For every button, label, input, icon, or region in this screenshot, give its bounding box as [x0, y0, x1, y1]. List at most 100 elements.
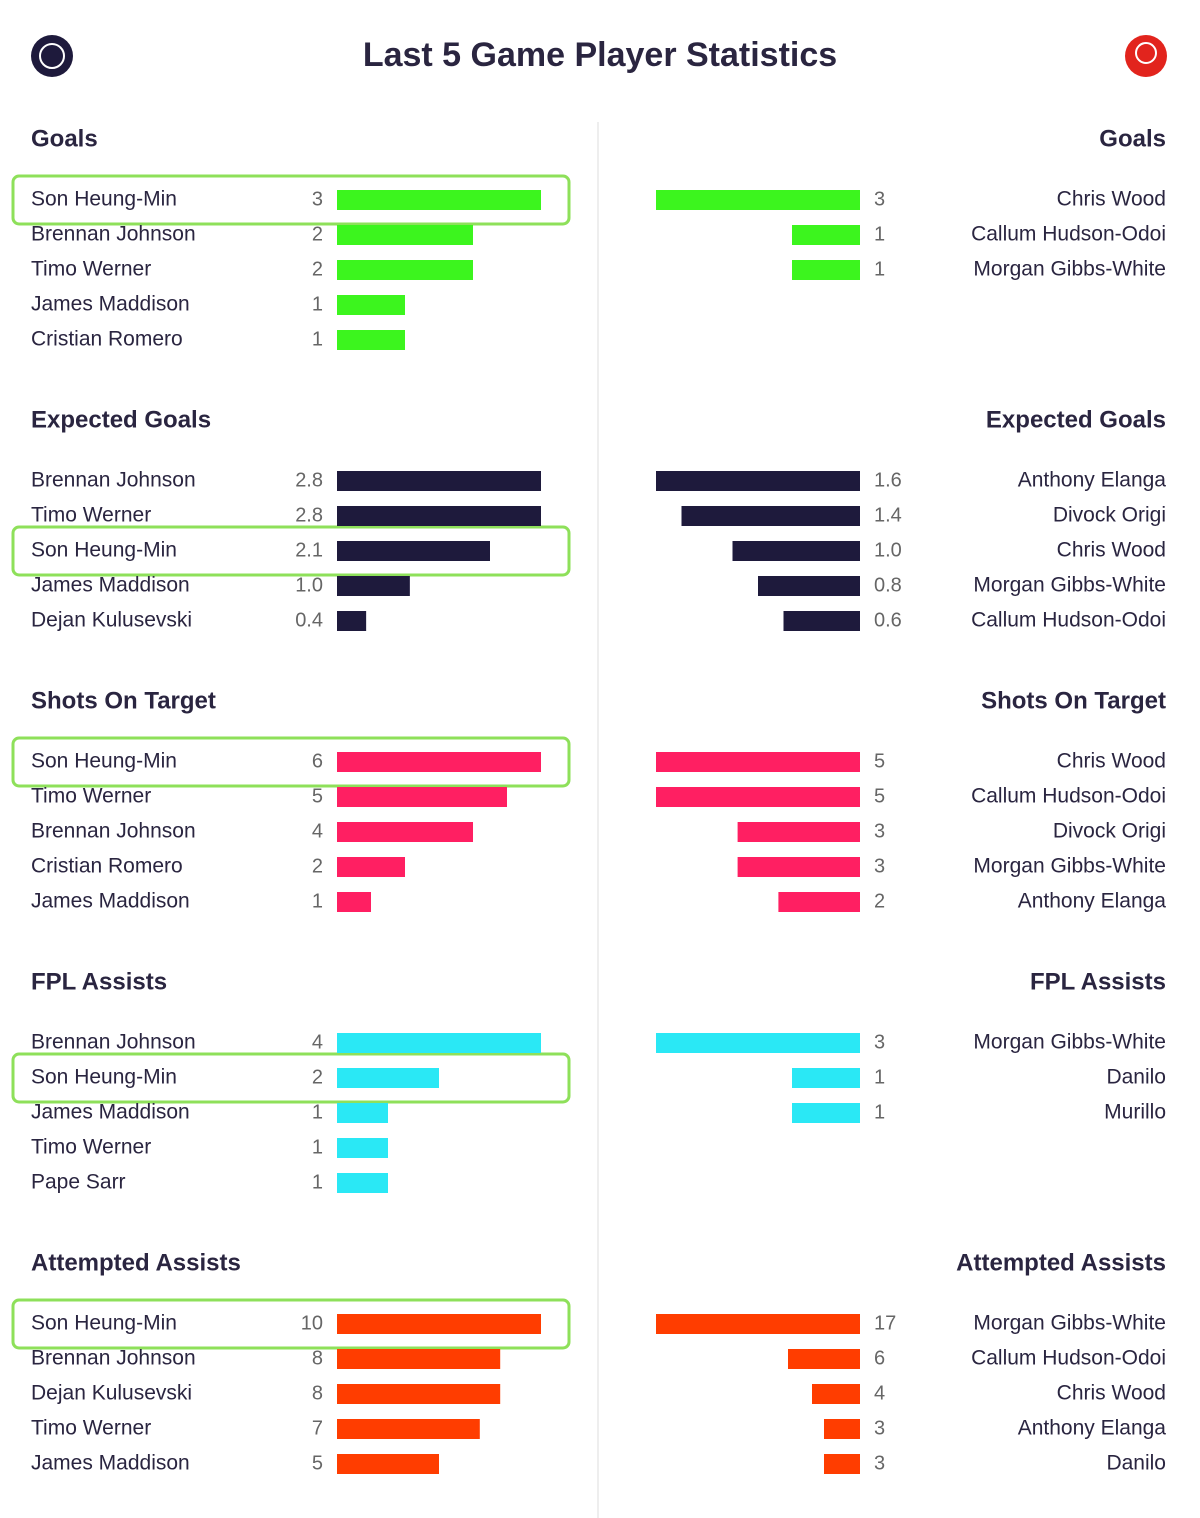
bar — [337, 295, 405, 315]
player-name: Morgan Gibbs-White — [973, 1031, 1166, 1054]
player-name: Chris Wood — [1057, 1382, 1166, 1405]
section-title: Shots On Target — [981, 687, 1166, 714]
player-name: Pape Sarr — [31, 1171, 126, 1194]
player-name: Chris Wood — [1057, 188, 1166, 211]
player-name: Timo Werner — [31, 258, 151, 281]
value-label: 17 — [874, 1312, 896, 1334]
player-name: Son Heung-Min — [31, 1066, 177, 1089]
player-name: Callum Hudson-Odoi — [971, 609, 1166, 632]
value-label: 2 — [312, 1066, 323, 1088]
value-label: 1 — [312, 890, 323, 912]
bar — [732, 541, 860, 561]
bar — [656, 190, 860, 210]
bar — [778, 892, 860, 912]
bar — [737, 822, 860, 842]
bar — [337, 1314, 541, 1334]
bar — [337, 857, 405, 877]
value-label: 2.8 — [295, 469, 323, 491]
value-label: 8 — [312, 1382, 323, 1404]
bar — [812, 1384, 860, 1404]
value-label: 2.8 — [295, 504, 323, 526]
bar — [792, 225, 860, 245]
player-name: Cristian Romero — [31, 855, 183, 878]
team-logo — [1125, 35, 1167, 77]
team-logo — [31, 35, 73, 77]
bar — [337, 1138, 388, 1158]
player-name: Danilo — [1106, 1452, 1166, 1475]
bar — [681, 506, 860, 526]
section-title: Shots On Target — [31, 687, 216, 714]
value-label: 3 — [312, 188, 323, 210]
player-name: Son Heung-Min — [31, 539, 177, 562]
value-label: 5 — [312, 1452, 323, 1474]
bar — [788, 1349, 860, 1369]
bar — [656, 1314, 860, 1334]
value-label: 1.6 — [874, 469, 902, 491]
player-name: James Maddison — [31, 293, 190, 316]
bar — [337, 1103, 388, 1123]
value-label: 6 — [874, 1347, 885, 1369]
player-name: Timo Werner — [31, 1417, 151, 1440]
section-title: Attempted Assists — [31, 1249, 241, 1276]
highlight-box — [11, 736, 571, 788]
bar — [337, 1173, 388, 1193]
section-title: Attempted Assists — [956, 1249, 1166, 1276]
player-name: Cristian Romero — [31, 328, 183, 351]
bar — [337, 1454, 439, 1474]
bar — [337, 506, 541, 526]
player-name: Son Heung-Min — [31, 188, 177, 211]
value-label: 3 — [874, 1031, 885, 1053]
section-title: FPL Assists — [31, 968, 167, 995]
value-label: 5 — [874, 750, 885, 772]
player-name: Anthony Elanga — [1018, 890, 1167, 913]
value-label: 1 — [312, 293, 323, 315]
bar — [737, 857, 860, 877]
bar — [824, 1454, 860, 1474]
value-label: 4 — [312, 820, 323, 842]
page-title: Last 5 Game Player Statistics — [363, 36, 837, 74]
value-label: 8 — [312, 1347, 323, 1369]
bar — [337, 1033, 541, 1053]
bar — [337, 225, 473, 245]
bar — [656, 787, 860, 807]
player-name: Morgan Gibbs-White — [973, 855, 1166, 878]
value-label: 1.4 — [874, 504, 902, 526]
bar — [656, 1033, 860, 1053]
bar — [337, 541, 490, 561]
player-name: Divock Origi — [1053, 820, 1166, 843]
section-title: FPL Assists — [1030, 968, 1166, 995]
bar — [792, 1103, 860, 1123]
value-label: 6 — [312, 750, 323, 772]
bar — [758, 576, 860, 596]
player-name: Timo Werner — [31, 504, 151, 527]
bar — [783, 611, 860, 631]
section-title: Goals — [1099, 125, 1166, 152]
value-label: 3 — [874, 820, 885, 842]
highlight-box — [11, 1052, 571, 1104]
player-name: Anthony Elanga — [1018, 469, 1167, 492]
player-name: Son Heung-Min — [31, 750, 177, 773]
value-label: 4 — [312, 1031, 323, 1053]
player-name: Callum Hudson-Odoi — [971, 785, 1166, 808]
player-name: Murillo — [1104, 1101, 1166, 1124]
player-name: Callum Hudson-Odoi — [971, 223, 1166, 246]
bar — [337, 1419, 480, 1439]
player-name: James Maddison — [31, 890, 190, 913]
value-label: 1 — [312, 1136, 323, 1158]
bar — [337, 190, 541, 210]
section-title: Expected Goals — [986, 406, 1166, 433]
value-label: 0.8 — [874, 574, 902, 596]
value-label: 1 — [312, 1101, 323, 1123]
bar — [337, 611, 367, 631]
section-title: Expected Goals — [31, 406, 211, 433]
value-label: 1.0 — [295, 574, 323, 596]
value-label: 4 — [874, 1382, 885, 1404]
player-name: Brennan Johnson — [31, 820, 196, 843]
player-name: Divock Origi — [1053, 504, 1166, 527]
value-label: 1 — [874, 223, 885, 245]
player-name: Chris Wood — [1057, 539, 1166, 562]
value-label: 1 — [874, 258, 885, 280]
bar — [337, 787, 507, 807]
bar — [337, 752, 541, 772]
